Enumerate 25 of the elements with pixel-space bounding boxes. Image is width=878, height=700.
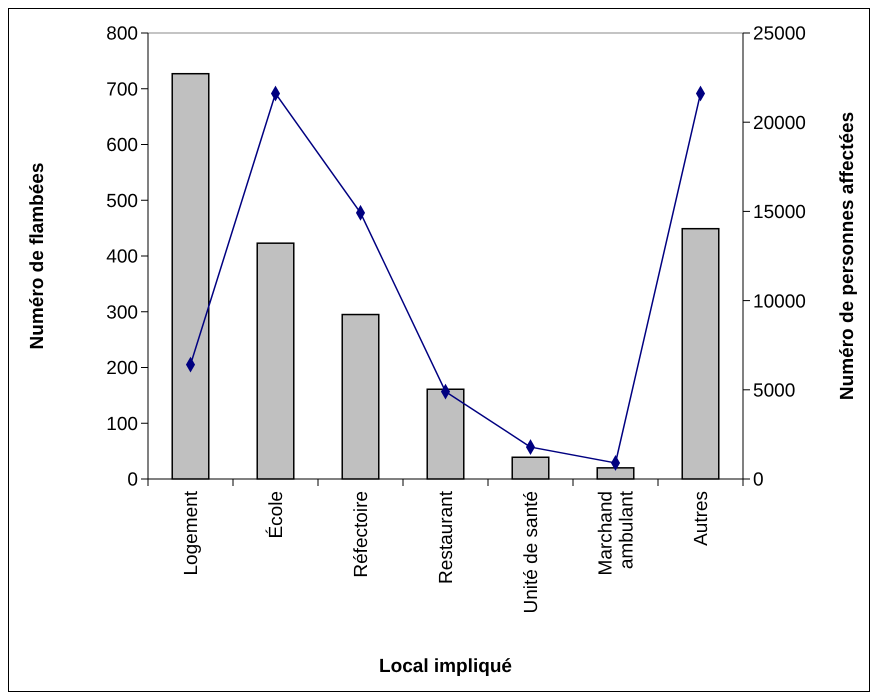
y-tick-label: 400 <box>106 246 138 268</box>
y-tick-label: 600 <box>106 135 138 156</box>
y2-tick-label: 0 <box>753 470 764 491</box>
y-tick-label: 500 <box>106 190 138 212</box>
y2-tick-label: 20000 <box>753 112 806 134</box>
y2-tick-label: 25000 <box>753 24 806 45</box>
y2-axis-title: Numéro de personnes affectées <box>837 112 858 400</box>
y-axis-title: Numéro de flambées <box>27 162 48 350</box>
x-tick-label: École <box>265 491 288 539</box>
y-tick-label: 200 <box>106 358 138 380</box>
y-tick-label: 700 <box>106 79 138 100</box>
y-tick-label: 100 <box>106 414 138 435</box>
x-tick-label: Réfectoire <box>351 491 372 578</box>
y-tick-label: 0 <box>127 470 138 491</box>
y2-tick-label: 5000 <box>753 380 796 402</box>
x-tick-label: Autres <box>691 491 712 546</box>
x-tick-label: Marchand ambulant <box>596 490 638 576</box>
y-tick-label: 800 <box>106 24 138 45</box>
x-tick-label: Logement <box>181 490 202 576</box>
x-tick-label: Restaurant <box>436 490 458 584</box>
y2-tick-label: 15000 <box>753 202 806 224</box>
x-axis-title: Local impliqué <box>378 656 512 677</box>
x-tick-label: Unité de santé <box>521 491 542 614</box>
y2-tick-label: 10000 <box>753 291 806 312</box>
y-tick-label: 300 <box>106 302 138 324</box>
